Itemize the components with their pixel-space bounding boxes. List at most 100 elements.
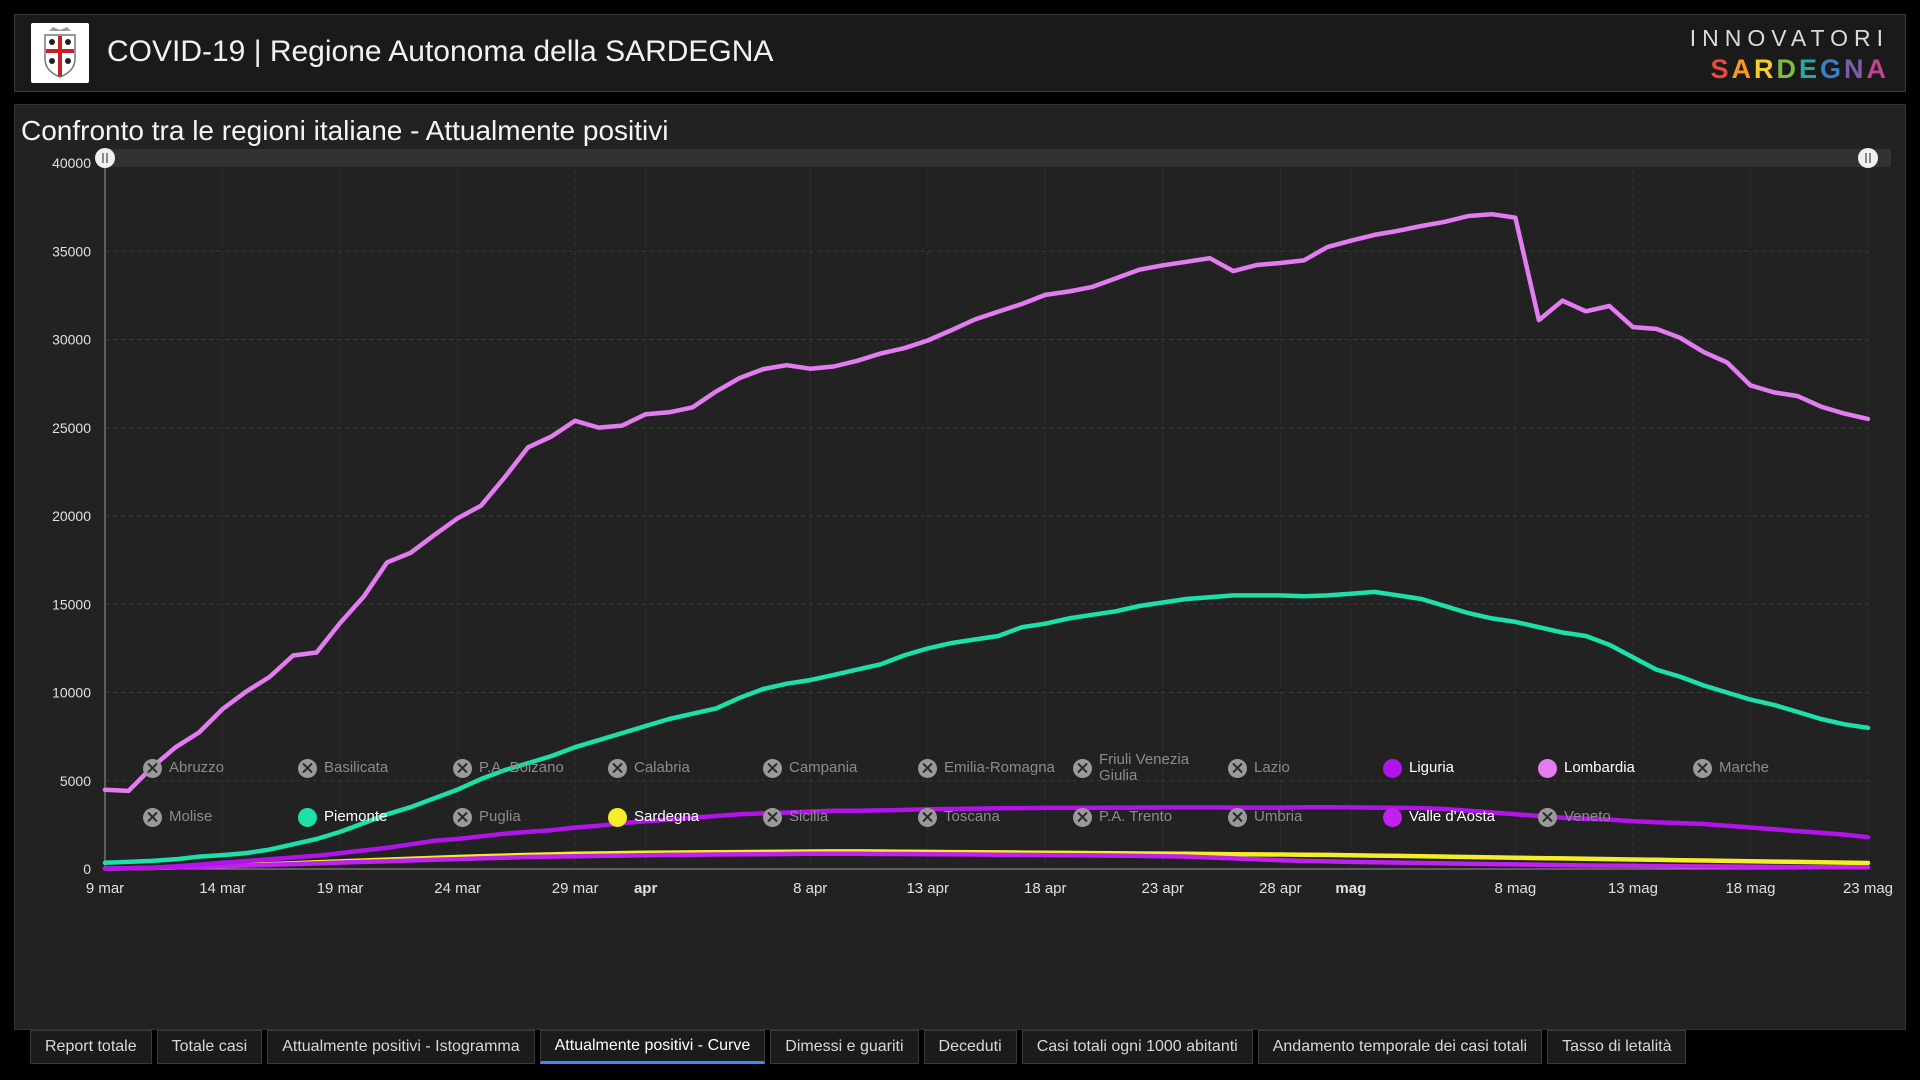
- x-tick-label: mag: [1335, 880, 1366, 897]
- brand-letter: S: [1710, 54, 1732, 84]
- legend-item-p-a-bolzano[interactable]: P.A. Bolzano: [453, 756, 564, 780]
- x-tick-label: 9 mar: [86, 880, 124, 897]
- legend-item-lombardia[interactable]: Lombardia: [1538, 756, 1635, 780]
- tab-deceduti[interactable]: Deceduti: [923, 1030, 1017, 1064]
- series-line-liguria[interactable]: [102, 804, 1871, 871]
- legend-label: Marche: [1719, 759, 1770, 776]
- legend-disabled-icon: [298, 758, 317, 778]
- legend-label: Puglia: [479, 808, 521, 825]
- brand-letter: D: [1776, 54, 1799, 84]
- x-tick-label: 13 mag: [1608, 880, 1658, 897]
- legend-item-toscana[interactable]: Toscana: [918, 805, 1000, 829]
- chart-panel: Confronto tra le regioni italiane - Attu…: [14, 104, 1906, 1030]
- legend-item-liguria[interactable]: Liguria: [1383, 756, 1454, 780]
- legend-label: Toscana: [944, 808, 1000, 825]
- legend-item-campania[interactable]: Campania: [763, 756, 857, 780]
- tab-attualmente-positivi-istogramma[interactable]: Attualmente positivi - Istogramma: [267, 1030, 535, 1064]
- legend-disabled-icon: [1693, 758, 1712, 778]
- series-line-lombardia[interactable]: [102, 211, 1871, 794]
- tab-tasso-di-letalit[interactable]: Tasso di letalità: [1547, 1030, 1687, 1064]
- legend-label: Valle d'Aosta: [1409, 808, 1495, 825]
- series-line-valle-d-aosta[interactable]: [102, 851, 1871, 871]
- tab-andamento-temporale-dei-casi-totali[interactable]: Andamento temporale dei casi totali: [1257, 1030, 1543, 1064]
- legend-dot-icon: [298, 807, 317, 827]
- tab-casi-totali-ogni-1000-abitanti[interactable]: Casi totali ogni 1000 abitanti: [1021, 1030, 1253, 1064]
- legend-item-sardegna[interactable]: Sardegna: [608, 805, 699, 829]
- legend-item-molise[interactable]: Molise: [143, 805, 212, 829]
- legend-label: Emilia-Romagna: [944, 759, 1055, 776]
- legend-item-abruzzo[interactable]: Abruzzo: [143, 756, 224, 780]
- legend-label: P.A. Trento: [1099, 808, 1173, 825]
- brand-top-text: INNOVATORI: [1689, 25, 1889, 51]
- legend-item-friuli-venezia-giulia[interactable]: Friuli Venezia Giulia: [1073, 752, 1195, 784]
- legend-label: Umbria: [1254, 808, 1303, 825]
- legend-item-lazio[interactable]: Lazio: [1228, 756, 1290, 780]
- legend-label: Sardegna: [634, 808, 700, 825]
- legend-item-valle-d-aosta[interactable]: Valle d'Aosta: [1383, 805, 1495, 829]
- x-tick-label: 23 apr: [1142, 880, 1185, 897]
- y-tick-label: 20000: [52, 508, 91, 524]
- legend-disabled-icon: [763, 807, 782, 827]
- legend-disabled-icon: [1073, 807, 1092, 827]
- legend-label: P.A. Bolzano: [479, 759, 564, 776]
- legend-label: Calabria: [634, 759, 690, 776]
- brand-letter: N: [1844, 54, 1867, 84]
- legend-label: Sicilia: [789, 808, 829, 825]
- y-tick-label: 35000: [52, 243, 91, 259]
- legend-disabled-icon: [143, 807, 162, 827]
- app-header: COVID-19 | Regione Autonoma della SARDEG…: [14, 14, 1906, 92]
- zoom-handle-left[interactable]: [95, 148, 115, 168]
- x-tick-label: 8 apr: [793, 880, 827, 897]
- tab-dimessi-e-guariti[interactable]: Dimessi e guariti: [770, 1030, 919, 1064]
- series-line-piemonte[interactable]: [102, 589, 1871, 866]
- legend-item-emilia-romagna[interactable]: Emilia-Romagna: [918, 756, 1055, 780]
- y-tick-label: 10000: [52, 685, 91, 701]
- legend-disabled-icon: [453, 758, 472, 778]
- x-tick-label: 29 mar: [552, 880, 599, 897]
- legend-item-sicilia[interactable]: Sicilia: [763, 805, 828, 829]
- x-tick-label: apr: [634, 880, 658, 897]
- innovatori-sardegna-logo: INNOVATORI SARDEGNA: [1690, 25, 1889, 85]
- legend-label: Piemonte: [324, 808, 388, 825]
- x-tick-label: 19 mar: [317, 880, 364, 897]
- legend-item-calabria[interactable]: Calabria: [608, 756, 690, 780]
- zoom-handle-right[interactable]: [1858, 148, 1878, 168]
- legend-disabled-icon: [1228, 758, 1247, 778]
- legend-label: Basilicata: [324, 759, 389, 776]
- zoom-scroller-track[interactable]: [103, 149, 1891, 167]
- y-tick-label: 15000: [52, 596, 91, 612]
- legend-item-piemonte[interactable]: Piemonte: [298, 805, 387, 829]
- dashboard-tabs: Report totale Totale casi Attualmente posi…: [30, 1030, 1687, 1066]
- legend-disabled-icon: [1073, 758, 1092, 778]
- x-tick-label: 18 mag: [1725, 880, 1775, 897]
- tab-totale-casi[interactable]: Totale casi: [156, 1030, 263, 1064]
- legend-disabled-icon: [453, 807, 472, 827]
- legend-dot-icon: [1383, 758, 1402, 778]
- brand-letter: A: [1731, 54, 1754, 84]
- y-tick-label: 40000: [52, 155, 91, 171]
- legend-disabled-icon: [1228, 807, 1247, 827]
- x-tick-label: 14 mar: [199, 880, 246, 897]
- legend-item-umbria[interactable]: Umbria: [1228, 805, 1302, 829]
- legend-item-marche[interactable]: Marche: [1693, 756, 1769, 780]
- coat-of-arms-icon: [44, 27, 76, 78]
- brand-letter: G: [1819, 54, 1844, 84]
- legend-label: Liguria: [1409, 759, 1455, 776]
- tab-report-totale[interactable]: Report totale: [30, 1030, 152, 1064]
- x-tick-label: 23 mag: [1843, 880, 1893, 897]
- legend-item-basilicata[interactable]: Basilicata: [298, 756, 388, 780]
- brand-bottom-text: SARDEGNA: [1690, 54, 1889, 85]
- legend-item-p-a-trento[interactable]: P.A. Trento: [1073, 805, 1172, 829]
- y-tick-label: 25000: [52, 420, 91, 436]
- axes: 0 5000 10000 15000 20000 25000 30000 35000 40000…: [52, 155, 1893, 897]
- legend-item-puglia[interactable]: Puglia: [453, 805, 521, 829]
- x-tick-label: 8 mag: [1495, 880, 1537, 897]
- tab-attualmente-positivi-curve[interactable]: Attualmente positivi - Curve: [539, 1030, 766, 1064]
- y-tick-label: 0: [83, 861, 91, 877]
- legend-dot-icon: [1383, 807, 1402, 827]
- legend-item-veneto[interactable]: Veneto: [1538, 805, 1611, 829]
- legend-disabled-icon: [143, 758, 162, 778]
- brand-letter: R: [1753, 54, 1777, 84]
- legend-label: Campania: [789, 759, 858, 776]
- chart-title: Confronto tra le regioni italiane - Attu…: [21, 115, 669, 146]
